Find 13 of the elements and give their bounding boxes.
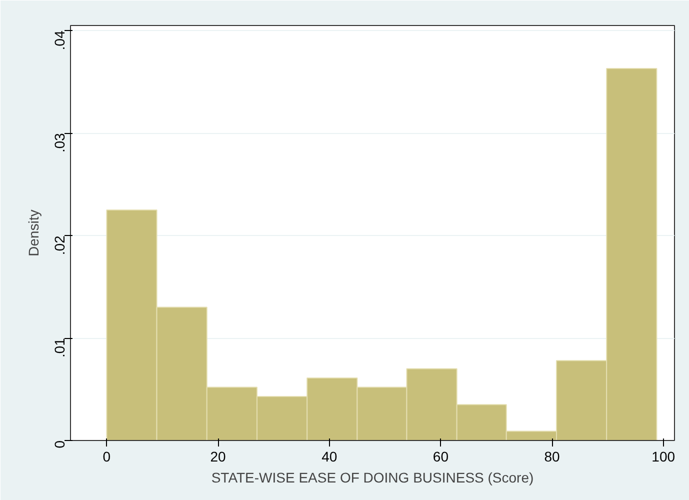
x-tick-label: 60 [432,448,449,464]
x-axis-title: STATE-WISE EASE OF DOING BUSINESS (Score) [211,470,534,486]
x-tick-label: 20 [210,448,226,464]
y-tick-label: .03 [52,132,68,153]
x-tick-label: 100 [652,448,676,464]
x-tick-label: 80 [544,448,560,464]
x-tick-label: 0 [102,448,111,464]
y-tick-label: .02 [52,235,68,256]
x-tick-label: 40 [322,448,338,464]
y-tick-label: .04 [52,30,68,50]
y-axis-title: Density [26,210,42,256]
y-tick-label: .01 [52,338,68,358]
y-tick-label: 0 [52,440,68,448]
